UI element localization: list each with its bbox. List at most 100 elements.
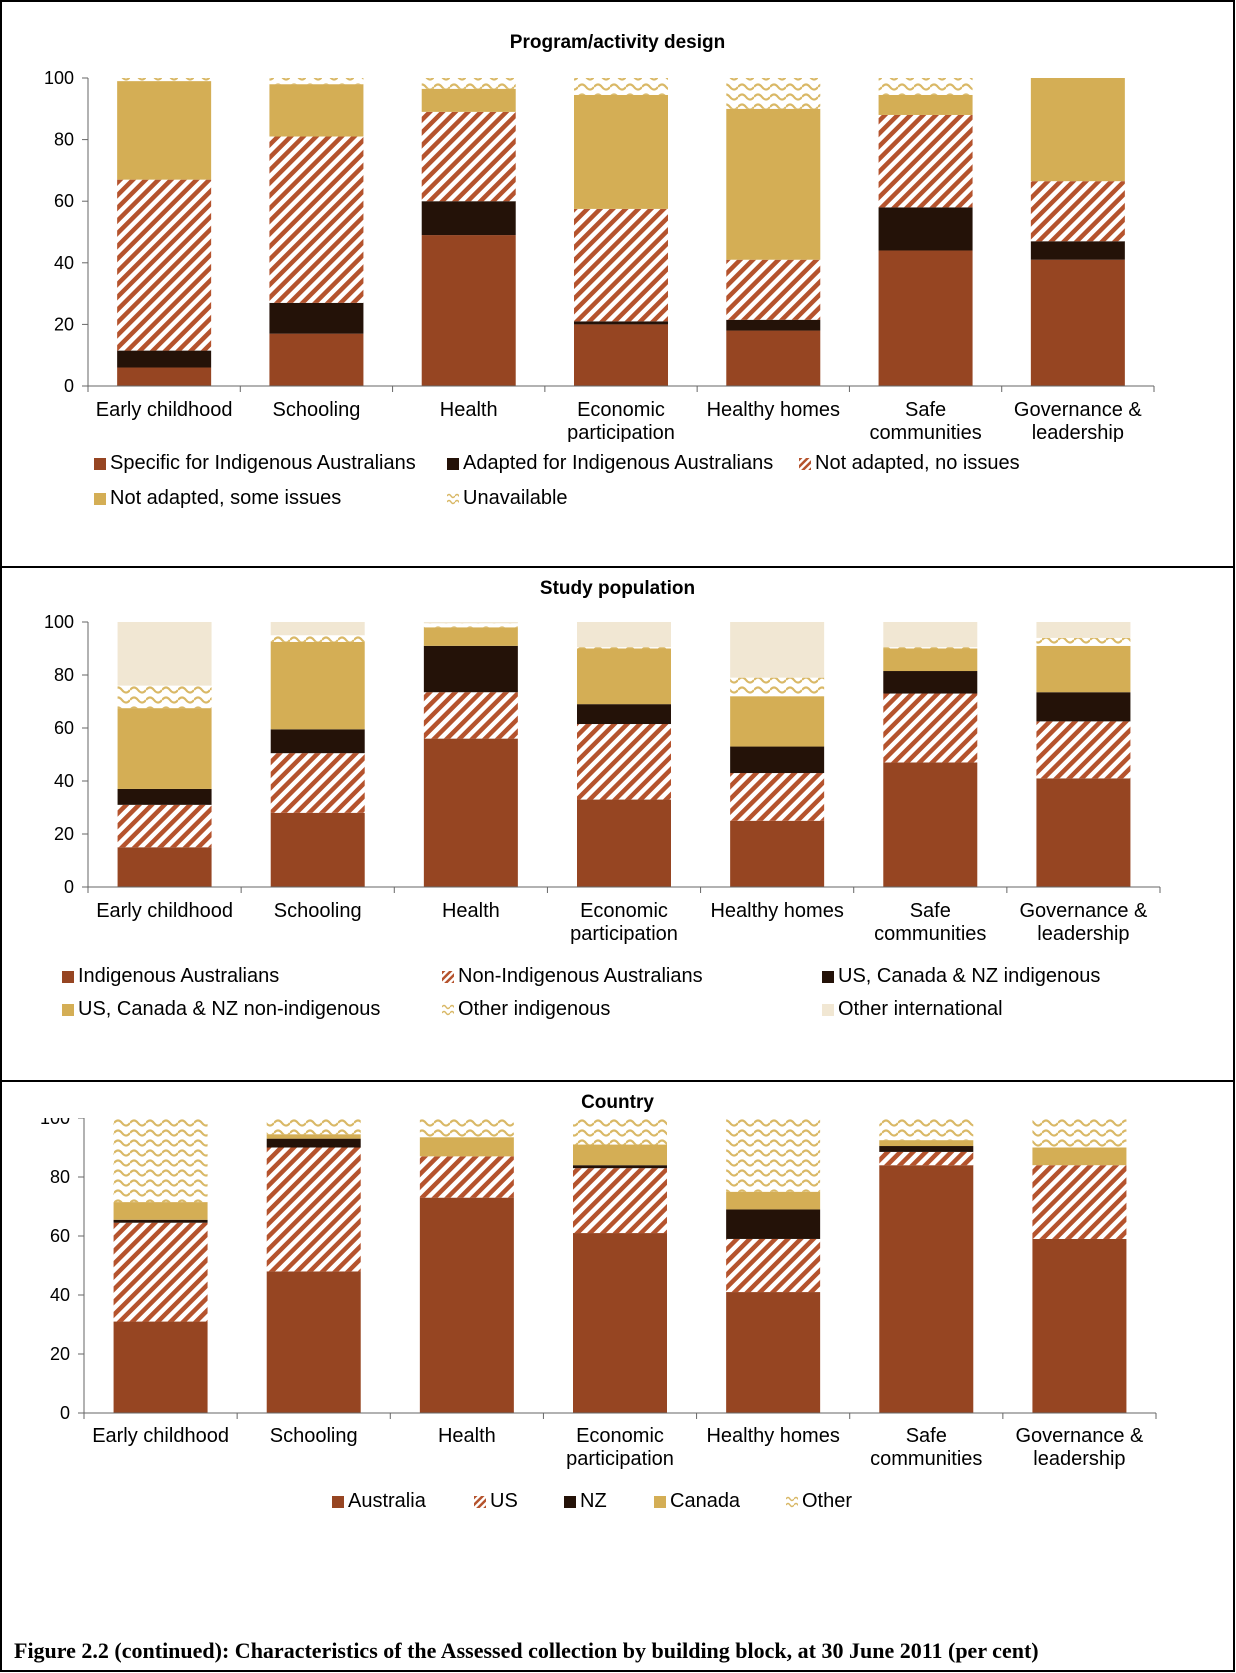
bar-segment-other-international bbox=[423, 622, 518, 624]
bar-segment-adapted-for-indigenous-australians bbox=[421, 201, 516, 236]
y-tick-label: 80 bbox=[50, 1167, 70, 1187]
legend-label: US bbox=[490, 1490, 518, 1512]
bar-segment-adapted-for-indigenous-australians bbox=[269, 302, 364, 334]
bar-segment-other-indigenous bbox=[423, 623, 518, 628]
bar-segment-us-canada-nz-non-indigenous bbox=[423, 627, 518, 646]
y-tick-label: 80 bbox=[54, 130, 74, 150]
bar-segment-us-canada-nz-indigenous bbox=[730, 746, 825, 774]
y-tick-label: 80 bbox=[54, 665, 74, 685]
legend-swatch bbox=[447, 457, 459, 470]
bar-segment-non-indigenous-australians bbox=[577, 724, 671, 800]
x-category-label: Health bbox=[438, 1425, 496, 1447]
y-tick-label: 100 bbox=[44, 68, 74, 88]
legend-label: Non-Indigenous Australians bbox=[458, 965, 703, 987]
bar-segment-other bbox=[879, 1118, 974, 1141]
legend-swatch bbox=[94, 457, 106, 470]
legend-item-nz: NZ bbox=[564, 1490, 607, 1513]
legend-swatch bbox=[786, 1495, 798, 1508]
bar-segment-not-adapted-no-issues bbox=[574, 208, 668, 322]
bar-segment-other bbox=[113, 1118, 208, 1203]
bar-segment-not-adapted-no-issues bbox=[421, 111, 516, 202]
x-category-label: Governance & leadership bbox=[1015, 1425, 1144, 1470]
x-category-label: Governance & leadership bbox=[1014, 399, 1143, 442]
y-tick-label: 100 bbox=[40, 1118, 70, 1128]
y-tick-label: 20 bbox=[54, 314, 74, 334]
bar-segment-other-international bbox=[730, 622, 825, 678]
bar-segment-us-canada-nz-non-indigenous bbox=[730, 696, 825, 747]
legend-swatch bbox=[442, 970, 454, 983]
y-tick-label: 60 bbox=[50, 1226, 70, 1246]
bar-segment-canada bbox=[1032, 1147, 1127, 1166]
chart-title: Program/activity design bbox=[509, 32, 726, 53]
legend-label: Canada bbox=[670, 1490, 741, 1512]
legend-item-australia: Australia bbox=[332, 1490, 426, 1513]
bar-segment-canada bbox=[573, 1144, 667, 1166]
bar-segment-unavailable bbox=[421, 78, 516, 89]
x-category-label: Safe communities bbox=[870, 1425, 982, 1470]
legend-label: Not adapted, some issues bbox=[110, 487, 342, 509]
x-category-label: Governance & leadership bbox=[1019, 900, 1148, 945]
legend-item-us-canada-nz-indigenous: US, Canada & NZ indigenous bbox=[822, 965, 1100, 988]
bar-segment-non-indigenous-australians bbox=[270, 753, 365, 813]
legend-item-us: US bbox=[474, 1490, 518, 1513]
chart-panel-country: Country 0 20 40 60 80 100 Early childhood Schoo… bbox=[0, 1080, 1235, 1672]
bar-segment-not-adapted-no-issues bbox=[878, 114, 973, 208]
bar-segment-other-indigenous bbox=[1036, 637, 1131, 646]
legend-swatch bbox=[94, 492, 106, 505]
legend-label: Other international bbox=[838, 998, 1003, 1020]
bar-segment-canada bbox=[419, 1137, 514, 1157]
bar-segment-us-canada-nz-non-indigenous bbox=[117, 708, 212, 789]
x-category-label: Healthy homes bbox=[710, 900, 843, 922]
bar-segment-australia bbox=[1032, 1238, 1127, 1413]
bar-segment-non-indigenous-australians bbox=[1036, 721, 1131, 779]
bar-segment-specific-for-indigenous-australians bbox=[878, 250, 973, 386]
bar-segment-non-indigenous-australians bbox=[117, 804, 212, 848]
bar-segment-us bbox=[1032, 1165, 1127, 1239]
y-tick-label: 40 bbox=[54, 253, 74, 273]
x-category-label: Healthy homes bbox=[706, 1425, 839, 1447]
bar-segment-us-canada-nz-non-indigenous bbox=[577, 648, 671, 705]
bar-segment-other bbox=[266, 1118, 361, 1135]
x-category-label: Early childhood bbox=[96, 399, 233, 421]
y-tick-label: 0 bbox=[64, 877, 74, 897]
bar-segment-not-adapted-some-issues bbox=[726, 108, 821, 260]
chart-panel-program-design: Program/activity design 0 20 40 60 80 100 Earl… bbox=[0, 0, 1235, 568]
bar-segment-other-international bbox=[577, 622, 671, 648]
bar-segment-adapted-for-indigenous-australians bbox=[726, 319, 821, 331]
legend-swatch bbox=[332, 1495, 344, 1508]
legend-swatch bbox=[62, 970, 74, 983]
figure-caption: Figure 2.2 (continued): Characteristics … bbox=[14, 1638, 1039, 1663]
bar-segment-indigenous-australians bbox=[270, 812, 365, 887]
x-category-label: Schooling bbox=[273, 399, 361, 421]
legend-item-canada: Canada bbox=[654, 1490, 740, 1513]
bar-segment-other bbox=[573, 1118, 667, 1145]
x-category-label: Schooling bbox=[270, 1425, 358, 1447]
bar-segment-specific-for-indigenous-australians bbox=[726, 330, 821, 386]
bar-segment-indigenous-australians bbox=[117, 847, 212, 887]
bar-segment-other-international bbox=[117, 622, 212, 686]
x-category-label: Health bbox=[442, 900, 500, 922]
y-tick-label: 60 bbox=[54, 191, 74, 211]
bar-segment-us bbox=[266, 1147, 361, 1272]
bar-segment-other-indigenous bbox=[117, 685, 212, 709]
x-category-label: Economic participation bbox=[570, 900, 678, 945]
legend-label: Adapted for Indigenous Australians bbox=[463, 452, 774, 474]
bar-segment-not-adapted-some-issues bbox=[269, 84, 364, 137]
legend-swatch bbox=[564, 1495, 576, 1508]
legend-swatch bbox=[822, 970, 834, 983]
bar-segment-other-international bbox=[1036, 622, 1131, 638]
bar-segment-other bbox=[1032, 1118, 1127, 1148]
bar-segment-indigenous-australians bbox=[577, 799, 671, 887]
chart-title: Study population bbox=[539, 578, 696, 599]
x-category-label: Economic participation bbox=[567, 399, 675, 442]
bar-segment-adapted-for-indigenous-australians bbox=[574, 321, 668, 325]
y-tick-label: 20 bbox=[50, 1344, 70, 1364]
bar-segment-australia bbox=[879, 1165, 974, 1413]
y-tick-label: 60 bbox=[54, 718, 74, 738]
bar-segment-not-adapted-some-issues bbox=[117, 81, 212, 180]
bar-segment-us-canada-nz-non-indigenous bbox=[1036, 645, 1131, 693]
bar-segment-not-adapted-no-issues bbox=[117, 179, 212, 351]
bar-segment-not-adapted-no-issues bbox=[269, 136, 364, 303]
legend-swatch bbox=[799, 457, 811, 470]
legend-item-not-adapted-some-issues: Not adapted, some issues bbox=[94, 487, 341, 510]
